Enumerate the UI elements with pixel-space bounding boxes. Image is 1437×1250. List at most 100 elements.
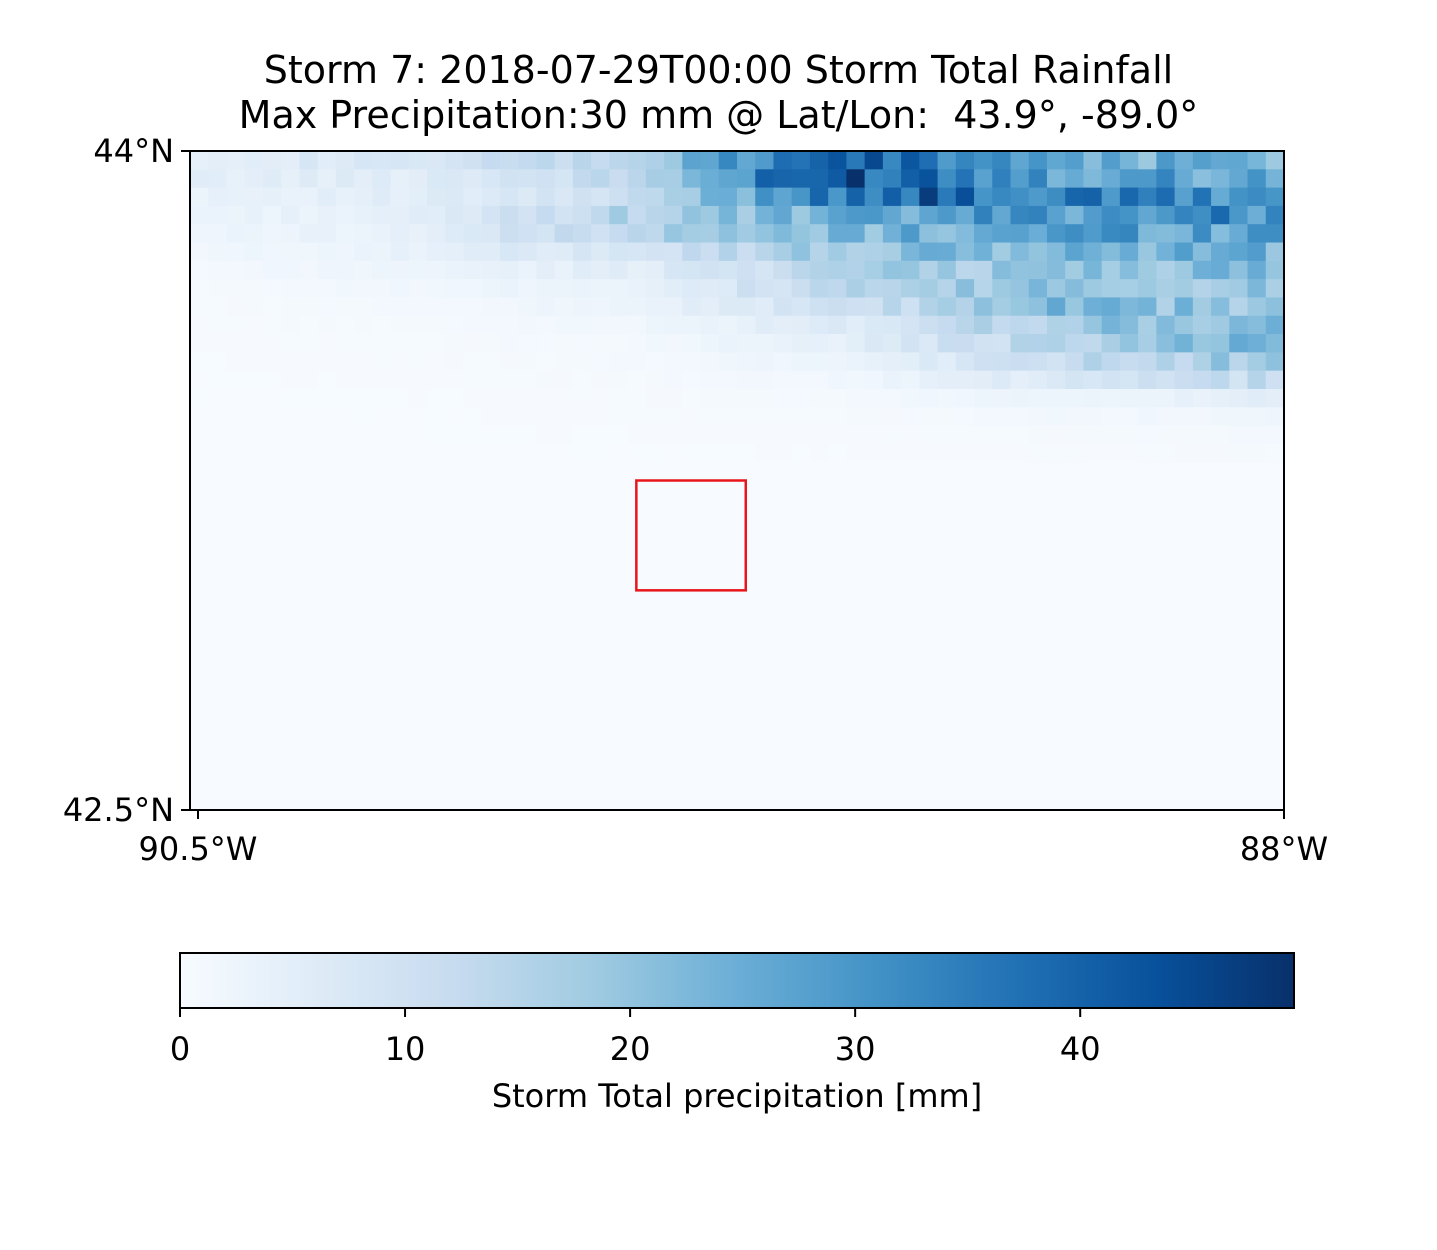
grid-cell	[372, 205, 392, 225]
grid-cell	[664, 352, 683, 372]
grid-cell	[572, 370, 592, 390]
grid-cell	[499, 773, 519, 793]
grid-cell	[390, 224, 410, 244]
grid-cell	[427, 553, 446, 573]
grid-cell	[572, 590, 592, 610]
grid-cell	[408, 205, 428, 225]
grid-cell	[791, 169, 811, 189]
grid-cell	[354, 151, 373, 170]
grid-cell	[864, 517, 884, 537]
grid-cell	[809, 700, 829, 720]
grid-cell	[1265, 480, 1285, 500]
grid-cell	[1174, 645, 1194, 665]
grid-cell	[591, 279, 610, 299]
grid-cell	[518, 736, 538, 756]
grid-cell	[755, 773, 775, 793]
grid-cell	[718, 626, 738, 646]
grid-cell	[208, 370, 228, 390]
grid-cell	[1247, 315, 1267, 335]
grid-cell	[1046, 315, 1066, 335]
grid-cell	[1247, 626, 1267, 646]
grid-cell	[937, 443, 957, 463]
grid-cell	[372, 297, 392, 317]
grid-cell	[755, 334, 775, 353]
grid-cell	[335, 553, 355, 573]
grid-cell	[609, 279, 629, 299]
grid-cell	[372, 608, 392, 628]
grid-cell	[591, 700, 610, 720]
grid-cell	[1101, 187, 1121, 207]
grid-cell	[846, 535, 866, 555]
grid-cell	[208, 755, 228, 774]
grid-cell	[773, 279, 793, 299]
grid-cell	[427, 681, 446, 701]
grid-cell	[299, 388, 319, 408]
grid-cell	[1028, 260, 1048, 280]
grid-cell	[1211, 242, 1230, 262]
grid-cell	[536, 608, 556, 628]
grid-cell	[481, 242, 501, 262]
grid-cell	[828, 608, 847, 628]
grid-cell	[408, 462, 428, 482]
grid-cell	[846, 736, 866, 756]
grid-cell	[1138, 242, 1157, 262]
grid-cell	[901, 608, 920, 628]
grid-cell	[208, 334, 228, 353]
grid-cell	[390, 297, 410, 317]
grid-cell	[335, 169, 355, 189]
grid-cell	[1083, 700, 1103, 720]
grid-cell	[627, 242, 647, 262]
grid-cell	[499, 334, 519, 353]
grid-cell	[554, 590, 574, 610]
grid-cell	[682, 498, 702, 518]
grid-cell	[1265, 151, 1285, 170]
grid-cell	[846, 425, 866, 445]
grid-cell	[882, 700, 902, 720]
grid-cell	[1138, 718, 1157, 738]
grid-cell	[919, 498, 939, 518]
grid-cell	[864, 700, 884, 720]
grid-cell	[809, 407, 829, 427]
grid-cell	[828, 590, 847, 610]
grid-cell	[882, 572, 902, 591]
grid-cell	[427, 224, 446, 244]
grid-cell	[901, 169, 920, 189]
grid-cell	[1229, 242, 1249, 262]
grid-cell	[499, 791, 519, 811]
grid-cell	[591, 736, 610, 756]
grid-cell	[1156, 242, 1176, 262]
grid-cell	[1265, 224, 1285, 244]
grid-cell	[700, 242, 720, 262]
grid-cell	[609, 663, 629, 683]
grid-cell	[1028, 169, 1048, 189]
grid-cell	[1156, 681, 1176, 701]
grid-cell	[1156, 773, 1176, 793]
grid-cell	[281, 498, 300, 518]
grid-cell	[390, 370, 410, 390]
grid-cell	[554, 407, 574, 427]
grid-cell	[1229, 700, 1249, 720]
grid-cell	[919, 645, 939, 665]
grid-cell	[262, 498, 282, 518]
grid-cell	[718, 205, 738, 225]
grid-cell	[372, 498, 392, 518]
grid-cell	[1174, 187, 1194, 207]
grid-cell	[1083, 572, 1103, 591]
grid-cell	[463, 626, 483, 646]
grid-cell	[1119, 352, 1139, 372]
grid-cell	[1138, 517, 1157, 537]
grid-cell	[1174, 260, 1194, 280]
grid-cell	[901, 315, 920, 335]
grid-cell	[372, 700, 392, 720]
grid-cell	[554, 169, 574, 189]
grid-cell	[1010, 151, 1030, 170]
grid-cell	[1083, 773, 1103, 793]
grid-cell	[791, 791, 811, 811]
grid-cell	[335, 517, 355, 537]
grid-cell	[481, 205, 501, 225]
grid-cell	[317, 498, 337, 518]
grid-cell	[554, 645, 574, 665]
grid-cell	[645, 224, 665, 244]
grid-cell	[955, 224, 975, 244]
grid-cell	[244, 755, 264, 774]
